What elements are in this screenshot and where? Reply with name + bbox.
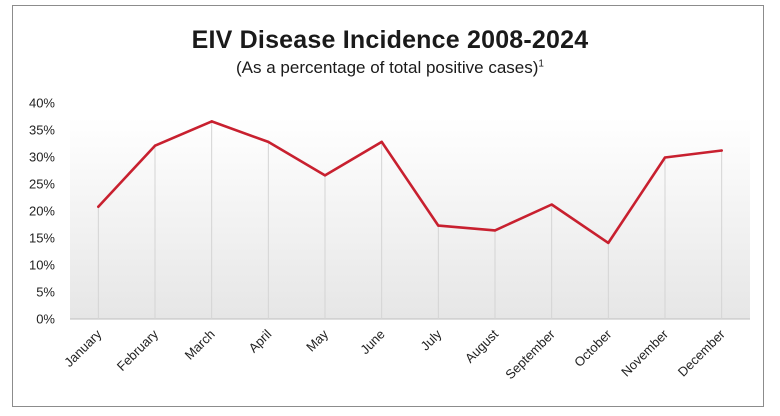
y-tick-label: 15% <box>29 231 55 246</box>
y-tick-label: 0% <box>36 312 55 327</box>
chart-title: EIV Disease Incidence 2008-2024 <box>191 26 589 54</box>
x-tick-label: November <box>618 326 671 379</box>
chart-subtitle: (As a percentage of total positive cases… <box>0 58 780 78</box>
y-tick-label: 25% <box>29 177 55 192</box>
x-tick-label: April <box>245 326 274 355</box>
data-point <box>323 174 327 177</box>
data-point <box>210 120 213 123</box>
data-point <box>380 140 383 144</box>
data-point <box>550 203 553 206</box>
y-tick-label: 35% <box>29 123 55 138</box>
x-tick-label: February <box>114 326 162 374</box>
y-tick-label: 40% <box>29 96 55 111</box>
data-point <box>267 140 270 144</box>
x-tick-label: December <box>675 326 728 379</box>
data-point <box>153 144 157 147</box>
y-tick-label: 20% <box>29 204 55 219</box>
chart-subtitle-text: (As a percentage of total positive cases… <box>236 58 539 77</box>
series-line <box>97 120 724 245</box>
data-point <box>97 205 100 208</box>
chart-subtitle-footnote: 1 <box>538 58 544 70</box>
x-tick-label: May <box>303 326 331 354</box>
data-point <box>607 241 610 245</box>
x-tick-label: July <box>417 326 444 353</box>
data-point <box>493 229 497 232</box>
data-point <box>720 149 723 152</box>
y-tick-label: 5% <box>36 285 55 300</box>
x-tick-label: August <box>462 326 501 365</box>
x-tick-label: June <box>357 327 388 358</box>
data-point <box>663 156 667 159</box>
x-tick-label: September <box>502 326 558 382</box>
x-tick-label: January <box>61 326 105 370</box>
y-tick-label: 10% <box>29 258 55 273</box>
plot-area <box>70 118 750 319</box>
x-tick-label: March <box>182 327 218 363</box>
data-point <box>437 224 440 227</box>
x-tick-label: October <box>571 326 615 370</box>
y-tick-label: 30% <box>29 150 55 165</box>
